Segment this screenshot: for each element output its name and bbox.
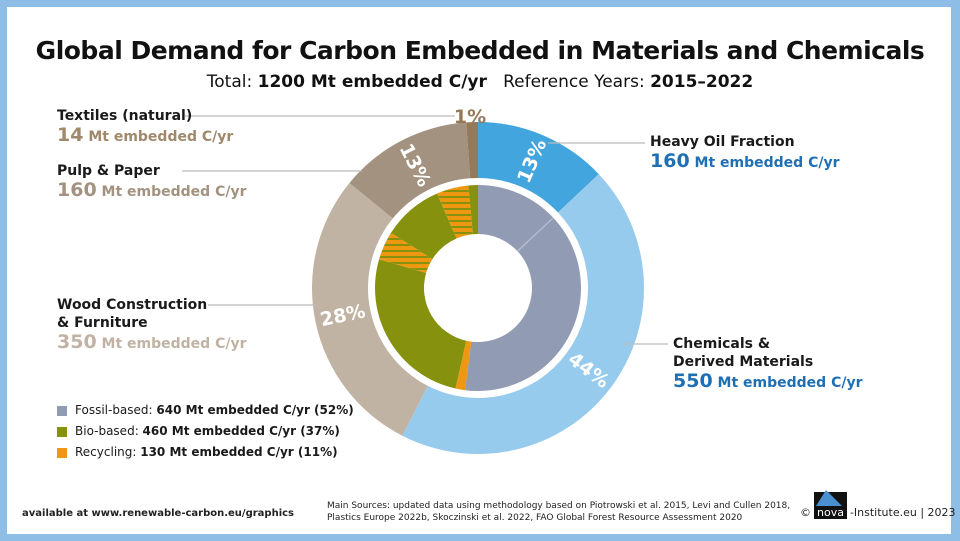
outer-slice-2 bbox=[311, 182, 428, 436]
legend-fossil: Fossil-based: 640 Mt embedded C/yr (52%) bbox=[57, 400, 354, 421]
label-heavy-oil: Heavy Oil Fraction 160 Mt embedded C/yr bbox=[650, 134, 840, 172]
outer-slice-3 bbox=[349, 122, 471, 219]
footer-sources: Main Sources: updated data using methodo… bbox=[327, 501, 791, 523]
legend: Fossil-based: 640 Mt embedded C/yr (52%)… bbox=[57, 400, 354, 463]
inner-slice-recycling-hatched bbox=[437, 185, 473, 239]
inner-slice-bio bbox=[391, 193, 457, 260]
outer-slice-0 bbox=[478, 122, 599, 213]
pct-label-4: 1% bbox=[454, 106, 486, 128]
label-textiles: Textiles (natural) 14 Mt embedded C/yr bbox=[57, 108, 234, 146]
inner-divider bbox=[516, 217, 554, 252]
label-chemicals: Chemicals & Derived Materials 550 Mt emb… bbox=[673, 336, 863, 392]
label-wood: Wood Construction & Furniture 350 Mt emb… bbox=[57, 297, 247, 353]
inner-slice-bio bbox=[468, 185, 478, 235]
chart-title: Global Demand for Carbon Embedded in Mat… bbox=[35, 36, 925, 65]
footer-link[interactable]: available at www.renewable-carbon.eu/gra… bbox=[22, 508, 295, 519]
inner-slice-recycling bbox=[455, 340, 472, 391]
outer-slice-1 bbox=[402, 174, 644, 454]
chart-subtitle: Total: 1200 Mt embedded C/yr Reference Y… bbox=[206, 72, 754, 92]
footer-credit: © nova -Institute.eu | 2023 bbox=[800, 490, 956, 519]
label-pulp: Pulp & Paper 160 Mt embedded C/yr bbox=[57, 163, 247, 201]
nova-logo: nova bbox=[814, 490, 847, 519]
legend-bio: Bio-based: 460 Mt embedded C/yr (37%) bbox=[57, 421, 354, 442]
legend-recycling: Recycling: 130 Mt embedded C/yr (11%) bbox=[57, 442, 354, 463]
outer-slice-4 bbox=[466, 122, 478, 179]
inner-slice-fossil bbox=[465, 185, 581, 391]
inner-slice-bio bbox=[374, 259, 467, 389]
inner-slice-recycling-hatched bbox=[379, 232, 433, 273]
